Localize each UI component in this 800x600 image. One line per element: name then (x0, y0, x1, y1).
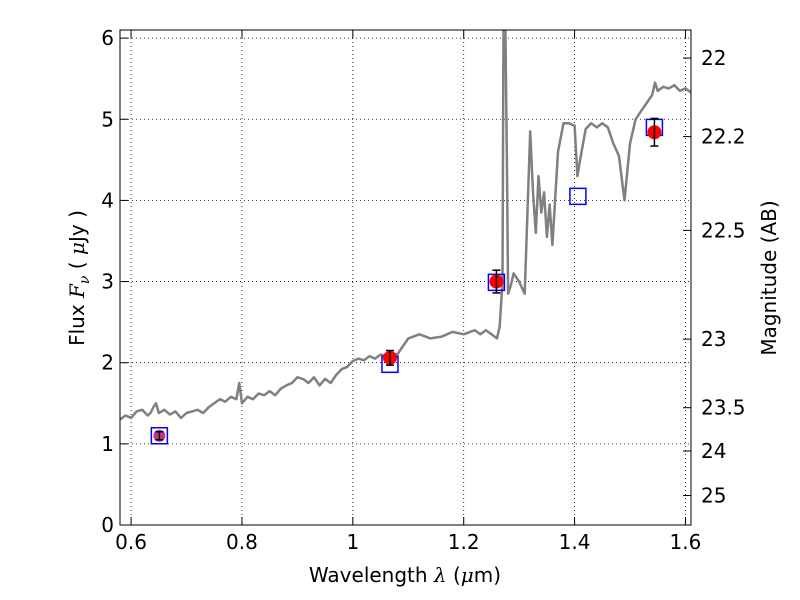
y2-tick-label: 22 (701, 46, 726, 70)
y2-tick-label: 23.5 (701, 396, 746, 420)
grid (120, 30, 691, 526)
y2-axis-label: Magnitude (AB) (757, 200, 781, 355)
y2-tick-label: 24 (701, 439, 726, 463)
y-tick-label: 3 (101, 270, 114, 294)
y-tick-label: 0 (101, 513, 114, 537)
x-tick-label: 1.6 (670, 530, 702, 554)
x-tick-label: 1.2 (448, 530, 480, 554)
y-tick-label: 2 (101, 351, 114, 375)
x-tick-label: 0.8 (226, 530, 258, 554)
x-tick-label: 0.6 (115, 530, 147, 554)
y2-tick-label: 22.5 (701, 218, 746, 242)
x-tick-label: 1.4 (559, 530, 591, 554)
model-point (150, 426, 169, 445)
plot-area (120, 30, 691, 525)
spectrum-line (120, 30, 691, 421)
ticks: 0.6 0.8 1 1.2 1.4 1.601234562222.222.52323.52… (101, 26, 745, 554)
x-axis-label: Wavelength λ (μm) (309, 563, 501, 587)
y2-tick-label: 22.2 (701, 125, 746, 149)
y-tick-label: 5 (101, 107, 114, 131)
y-tick-label: 4 (101, 188, 114, 212)
plot-frame (119, 29, 692, 526)
y-axis-label: Flux Fν ( μJy ) (65, 210, 93, 346)
x-tick-label: 1 (346, 530, 359, 554)
y-tick-label: 1 (101, 432, 114, 456)
y2-tick-label: 23 (701, 327, 726, 351)
series-layer (120, 30, 691, 445)
y-tick-label: 6 (101, 26, 114, 50)
model-point (569, 187, 587, 206)
y2-tick-label: 25 (701, 484, 726, 508)
